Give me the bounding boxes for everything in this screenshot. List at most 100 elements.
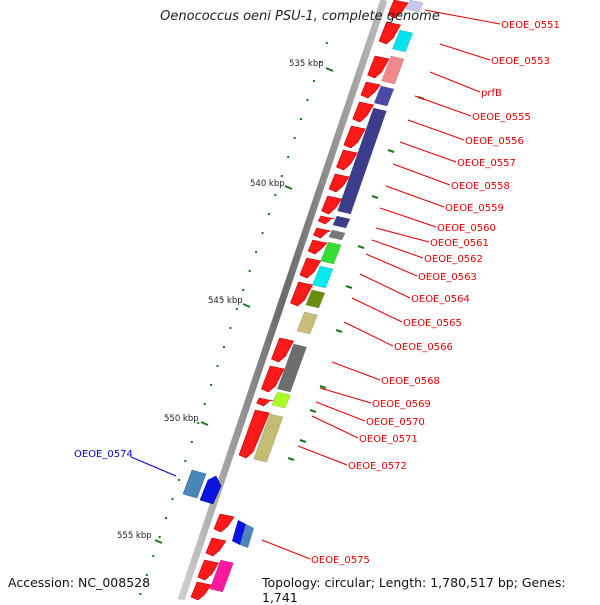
gene-label-oeoe-0555[interactable]: OEOE_0555 <box>472 112 531 123</box>
gene-forward-arrow[interactable] <box>321 195 343 215</box>
gene-forward-arrow[interactable] <box>238 409 270 459</box>
gene-forward-arrow[interactable] <box>290 281 314 307</box>
gene-forward-arrow[interactable] <box>360 81 381 99</box>
gene-oeoe-0574-block[interactable] <box>182 469 207 499</box>
gene-label-oeoe-0569[interactable]: OEOE_0569 <box>372 399 431 410</box>
inner-tick <box>319 385 327 389</box>
leader-line <box>375 227 430 243</box>
inner-tick <box>335 329 343 333</box>
gene-label-oeoe-0560[interactable]: OEOE_0560 <box>437 223 496 234</box>
gene-forward-arrow[interactable] <box>205 537 227 557</box>
scale-dot <box>242 289 245 291</box>
colored-genes <box>209 0 424 593</box>
scale-dot <box>152 555 155 557</box>
gene-label-oeoe-0559[interactable]: OEOE_0559 <box>445 203 504 214</box>
gene-colored-block[interactable] <box>381 55 405 85</box>
gene-label-oeoe-0562[interactable]: OEOE_0562 <box>424 254 483 265</box>
scale-dot <box>171 498 174 500</box>
gene-label-oeoe-0572[interactable]: OEOE_0572 <box>348 461 407 472</box>
gene-colored-block[interactable] <box>328 229 346 241</box>
leader-line <box>297 445 348 466</box>
gene-label-oeoe-0556[interactable]: OEOE_0556 <box>465 136 524 147</box>
leader-line <box>315 401 366 422</box>
gene-forward-arrow[interactable] <box>336 149 358 171</box>
gene-forward-arrow[interactable] <box>378 21 402 45</box>
scale-label-535: 535 kbp <box>289 59 324 69</box>
gene-forward-arrow[interactable] <box>387 0 409 19</box>
scale-dot <box>184 460 187 462</box>
gene-label-oeoe-0571[interactable]: OEOE_0571 <box>359 434 418 445</box>
gene-label-oeoe-0553[interactable]: OEOE_0553 <box>491 56 550 67</box>
gene-label-oeoe-0563[interactable]: OEOE_0563 <box>418 272 477 283</box>
gene-label-oeoe-0564[interactable]: OEOE_0564 <box>411 294 470 305</box>
scale-dot <box>203 403 206 405</box>
gene-label-oeoe-0574[interactable]: OEOE_0574 <box>74 449 133 460</box>
gene-colored-block[interactable] <box>305 289 326 309</box>
gene-label-oeoe-0558[interactable]: OEOE_0558 <box>451 181 510 192</box>
leader-line <box>371 239 424 259</box>
gene-colored-block[interactable] <box>209 559 234 593</box>
scale-dot <box>222 346 225 348</box>
gene-label-oeoe-0575[interactable]: OEOE_0575 <box>311 555 370 566</box>
gene-forward-arrow[interactable] <box>367 55 390 79</box>
gene-forward-arrow[interactable] <box>313 227 331 239</box>
gene-label-oeoe-0565[interactable]: OEOE_0565 <box>403 318 462 329</box>
scale-dot <box>248 270 251 272</box>
leader-line <box>424 9 501 25</box>
gene-forward-arrow[interactable] <box>328 173 350 193</box>
gene-forward-arrow[interactable] <box>260 365 285 393</box>
gene-forward-arrow[interactable] <box>343 125 366 149</box>
map-title: Oenococcus oeni PSU-1, complete genome <box>160 9 440 24</box>
gene-colored-block[interactable] <box>312 265 334 289</box>
gene-label-prfb[interactable]: prfB <box>481 88 502 99</box>
gene-colored-block[interactable] <box>337 107 387 215</box>
scale-dot <box>293 137 296 139</box>
gene-colored-block[interactable] <box>277 343 307 393</box>
gene-colored-block[interactable] <box>373 85 395 107</box>
gene-colored-block[interactable] <box>405 0 424 13</box>
gene-colored-block[interactable] <box>271 391 291 409</box>
gene-forward-arrow[interactable] <box>256 397 274 407</box>
scale-dot <box>139 593 142 595</box>
gene-steel-small[interactable] <box>240 524 254 548</box>
gene-colored-block[interactable] <box>253 413 284 463</box>
gene-label-oeoe-0561[interactable]: OEOE_0561 <box>430 238 489 249</box>
gene-label-oeoe-0557[interactable]: OEOE_0557 <box>457 158 516 169</box>
gene-colored-block[interactable] <box>296 311 318 335</box>
gene-forward-arrow[interactable] <box>197 559 220 581</box>
gene-label-oeoe-0566[interactable]: OEOE_0566 <box>394 342 453 353</box>
gene-colored-block[interactable] <box>320 241 342 265</box>
leader-line <box>439 43 491 61</box>
scale-label-545: 545 kbp <box>208 296 243 306</box>
scale-dot <box>216 365 219 367</box>
leader-line <box>407 119 465 141</box>
gene-forward-arrow[interactable] <box>317 215 336 225</box>
scale-dot <box>312 80 315 82</box>
inner-tick <box>357 245 365 249</box>
gene-blue-small[interactable] <box>232 520 246 545</box>
gene-label-oeoe-0568[interactable]: OEOE_0568 <box>381 376 440 387</box>
scale-dot <box>274 194 277 196</box>
inner-tick <box>387 149 395 153</box>
scale-major-tick <box>242 303 251 308</box>
gene-label-oeoe-0551[interactable]: OEOE_0551 <box>501 20 560 31</box>
gene-oeoe-0574-arrow[interactable] <box>199 475 222 505</box>
gene-forward-arrow[interactable] <box>271 337 295 363</box>
leader-line <box>331 361 381 381</box>
gene-label-oeoe-0570[interactable]: OEOE_0570 <box>366 417 425 428</box>
gene-colored-block[interactable] <box>392 29 414 53</box>
gene-forward-arrow[interactable] <box>352 101 374 123</box>
scale-label-555: 555 kbp <box>117 531 152 541</box>
inner-tick <box>299 439 307 443</box>
gene-forward-arrow[interactable] <box>190 581 212 600</box>
highlighted-genes <box>182 469 254 548</box>
gene-forward-arrow[interactable] <box>307 239 328 255</box>
gene-forward-arrow[interactable] <box>213 513 235 533</box>
scale-label-540: 540 kbp <box>250 179 285 189</box>
gene-forward-arrow[interactable] <box>299 257 322 279</box>
gene-colored-block[interactable] <box>332 215 351 229</box>
inner-tick <box>287 457 295 461</box>
scale-dot <box>306 99 309 101</box>
scale-dot <box>280 175 283 177</box>
